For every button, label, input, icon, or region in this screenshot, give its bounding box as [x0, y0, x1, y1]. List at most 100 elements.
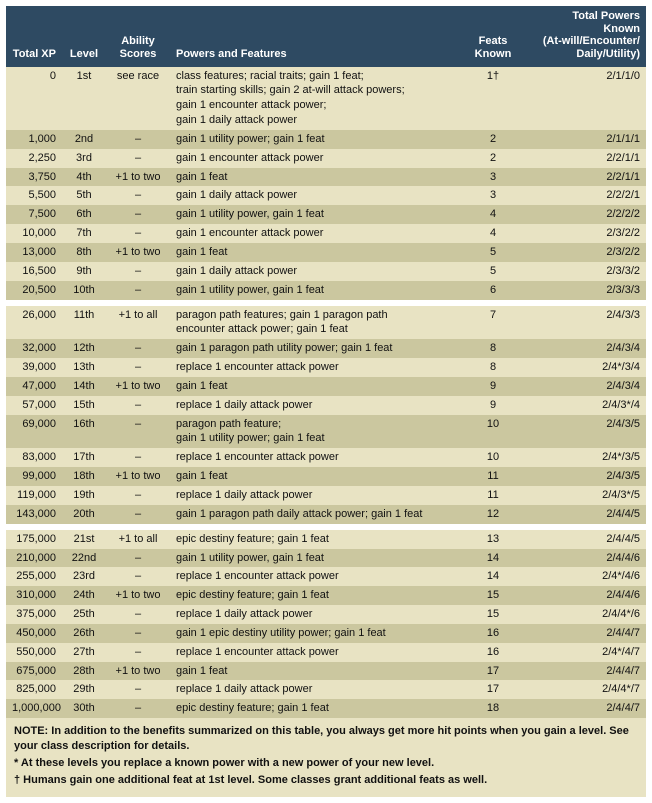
cell-features: class features; racial traits; gain 1 fe…: [170, 67, 454, 130]
cell-known: 2/4/4/7: [532, 624, 646, 643]
cell-level: 3rd: [62, 149, 106, 168]
table-row: 825,00029th–replace 1 daily attack power…: [6, 680, 646, 699]
table-body: 01stsee raceclass features; racial trait…: [6, 67, 646, 719]
cell-feats: 5: [454, 243, 532, 262]
cell-ability: +1 to two: [106, 586, 170, 605]
cell-features: replace 1 daily attack power: [170, 680, 454, 699]
cell-features: gain 1 encounter attack power: [170, 149, 454, 168]
cell-ability: +1 to two: [106, 168, 170, 187]
table-row: 83,00017th–replace 1 encounter attack po…: [6, 448, 646, 467]
cell-ability: –: [106, 224, 170, 243]
col-header-level: Level: [62, 6, 106, 67]
table-row: 69,00016th–paragon path feature;gain 1 u…: [6, 415, 646, 449]
cell-ability: –: [106, 624, 170, 643]
cell-feats: 6: [454, 281, 532, 300]
cell-known: 2/3/3/2: [532, 262, 646, 281]
cell-level: 6th: [62, 205, 106, 224]
advancement-table-container: Total XPLevelAbilityScoresPowers and Fea…: [6, 6, 646, 797]
table-row: 310,00024th+1 to twoepic destiny feature…: [6, 586, 646, 605]
cell-level: 17th: [62, 448, 106, 467]
cell-xp: 13,000: [6, 243, 62, 262]
cell-xp: 310,000: [6, 586, 62, 605]
cell-xp: 210,000: [6, 549, 62, 568]
cell-level: 23rd: [62, 567, 106, 586]
cell-xp: 675,000: [6, 662, 62, 681]
table-row: 7,5006th–gain 1 utility power, gain 1 fe…: [6, 205, 646, 224]
cell-known: 2/4/3*/4: [532, 396, 646, 415]
cell-level: 29th: [62, 680, 106, 699]
cell-feats: 14: [454, 549, 532, 568]
cell-level: 16th: [62, 415, 106, 449]
cell-features: gain 1 paragon path utility power; gain …: [170, 339, 454, 358]
cell-known: 2/4/4/7: [532, 662, 646, 681]
table-row: 47,00014th+1 to twogain 1 feat92/4/3/4: [6, 377, 646, 396]
cell-features: replace 1 encounter attack power: [170, 448, 454, 467]
col-header-feats: Feats Known: [454, 6, 532, 67]
cell-level: 7th: [62, 224, 106, 243]
table-row: 1,000,00030th–epic destiny feature; gain…: [6, 699, 646, 718]
cell-features: gain 1 feat: [170, 377, 454, 396]
cell-features: gain 1 daily attack power: [170, 262, 454, 281]
cell-feats: 17: [454, 662, 532, 681]
table-row: 16,5009th–gain 1 daily attack power52/3/…: [6, 262, 646, 281]
cell-level: 10th: [62, 281, 106, 300]
cell-known: 2/4/3/4: [532, 377, 646, 396]
cell-feats: 10: [454, 415, 532, 449]
cell-xp: 16,500: [6, 262, 62, 281]
cell-features: gain 1 utility power, gain 1 feat: [170, 281, 454, 300]
table-header: Total XPLevelAbilityScoresPowers and Fea…: [6, 6, 646, 67]
cell-ability: –: [106, 505, 170, 524]
cell-level: 1st: [62, 67, 106, 130]
cell-features: replace 1 daily attack power: [170, 396, 454, 415]
footnote-line: * At these levels you replace a known po…: [14, 756, 638, 771]
table-row: 20,50010th–gain 1 utility power, gain 1 …: [6, 281, 646, 300]
table-row: 255,00023rd–replace 1 encounter attack p…: [6, 567, 646, 586]
cell-xp: 550,000: [6, 643, 62, 662]
col-header-xp: Total XP: [6, 6, 62, 67]
cell-xp: 450,000: [6, 624, 62, 643]
cell-feats: 2: [454, 149, 532, 168]
cell-level: 11th: [62, 306, 106, 340]
cell-known: 2/3/3/3: [532, 281, 646, 300]
cell-level: 13th: [62, 358, 106, 377]
table-row: 3,7504th+1 to twogain 1 feat32/2/1/1: [6, 168, 646, 187]
cell-known: 2/4/4/6: [532, 549, 646, 568]
table-row: 675,00028th+1 to twogain 1 feat172/4/4/7: [6, 662, 646, 681]
table-row: 01stsee raceclass features; racial trait…: [6, 67, 646, 130]
cell-level: 4th: [62, 168, 106, 187]
cell-ability: +1 to two: [106, 377, 170, 396]
table-row: 119,00019th–replace 1 daily attack power…: [6, 486, 646, 505]
cell-feats: 8: [454, 339, 532, 358]
cell-known: 2/4/3/5: [532, 467, 646, 486]
cell-known: 2/4/4/6: [532, 586, 646, 605]
cell-level: 28th: [62, 662, 106, 681]
col-header-ability: AbilityScores: [106, 6, 170, 67]
cell-features: paragon path features; gain 1 paragon pa…: [170, 306, 454, 340]
cell-level: 8th: [62, 243, 106, 262]
cell-ability: +1 to all: [106, 530, 170, 549]
cell-level: 21st: [62, 530, 106, 549]
cell-xp: 1,000,000: [6, 699, 62, 718]
cell-xp: 47,000: [6, 377, 62, 396]
table-row: 143,00020th–gain 1 paragon path daily at…: [6, 505, 646, 524]
cell-features: epic destiny feature; gain 1 feat: [170, 530, 454, 549]
cell-feats: 9: [454, 377, 532, 396]
cell-ability: –: [106, 262, 170, 281]
cell-ability: –: [106, 358, 170, 377]
cell-feats: 10: [454, 448, 532, 467]
cell-known: 2/2/2/2: [532, 205, 646, 224]
cell-xp: 0: [6, 67, 62, 130]
cell-level: 2nd: [62, 130, 106, 149]
cell-known: 2/4/4/7: [532, 699, 646, 718]
cell-feats: 9: [454, 396, 532, 415]
cell-known: 2/2/1/1: [532, 168, 646, 187]
table-row: 1,0002nd–gain 1 utility power; gain 1 fe…: [6, 130, 646, 149]
cell-ability: –: [106, 486, 170, 505]
cell-known: 2/4/4*/6: [532, 605, 646, 624]
cell-xp: 375,000: [6, 605, 62, 624]
cell-features: replace 1 daily attack power: [170, 486, 454, 505]
cell-xp: 32,000: [6, 339, 62, 358]
cell-features: gain 1 feat: [170, 467, 454, 486]
cell-features: gain 1 encounter attack power: [170, 224, 454, 243]
cell-features: replace 1 encounter attack power: [170, 358, 454, 377]
